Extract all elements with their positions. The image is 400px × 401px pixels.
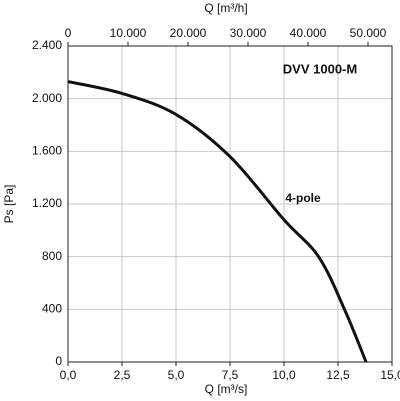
x-tick-label: 5,0 (168, 368, 185, 382)
y-tick-label: 400 (42, 302, 62, 316)
y-tick-label: 1.600 (32, 144, 62, 158)
x2-tick-label: 40.000 (290, 26, 327, 40)
y-tick-label: 2.000 (32, 91, 62, 105)
x2-tick-label: 50.000 (350, 26, 387, 40)
x-tick-label: 10,0 (272, 368, 296, 382)
annotation: 4-pole (285, 191, 321, 205)
y-tick-label: 1.200 (32, 196, 62, 210)
annotation: DVV 1000-M (283, 61, 357, 76)
x2-axis-label: Q [m³/h] (204, 1, 247, 15)
x-axis-label: Q [m³/s] (205, 382, 248, 396)
y-tick-label: 800 (42, 249, 62, 263)
y-tick-label: 2.400 (32, 38, 62, 52)
x-tick-label: 2,5 (114, 368, 131, 382)
x2-tick-label: 20.000 (170, 26, 207, 40)
x2-tick-label: 10.000 (110, 26, 147, 40)
plot-frame (67, 45, 393, 363)
x-tick-label: 7,5 (222, 368, 239, 382)
x2-tick-label: 0 (65, 26, 72, 40)
y-tick-label: 0 (55, 354, 62, 368)
x2-tick-label: 30.000 (230, 26, 267, 40)
y-axis-label: Ps [Pa] (2, 185, 16, 224)
x-tick-label: 0,0 (60, 368, 77, 382)
x-tick-label: 12,5 (326, 368, 350, 382)
fan-curve (67, 80, 368, 363)
x-tick-label: 15,0 (380, 368, 400, 382)
